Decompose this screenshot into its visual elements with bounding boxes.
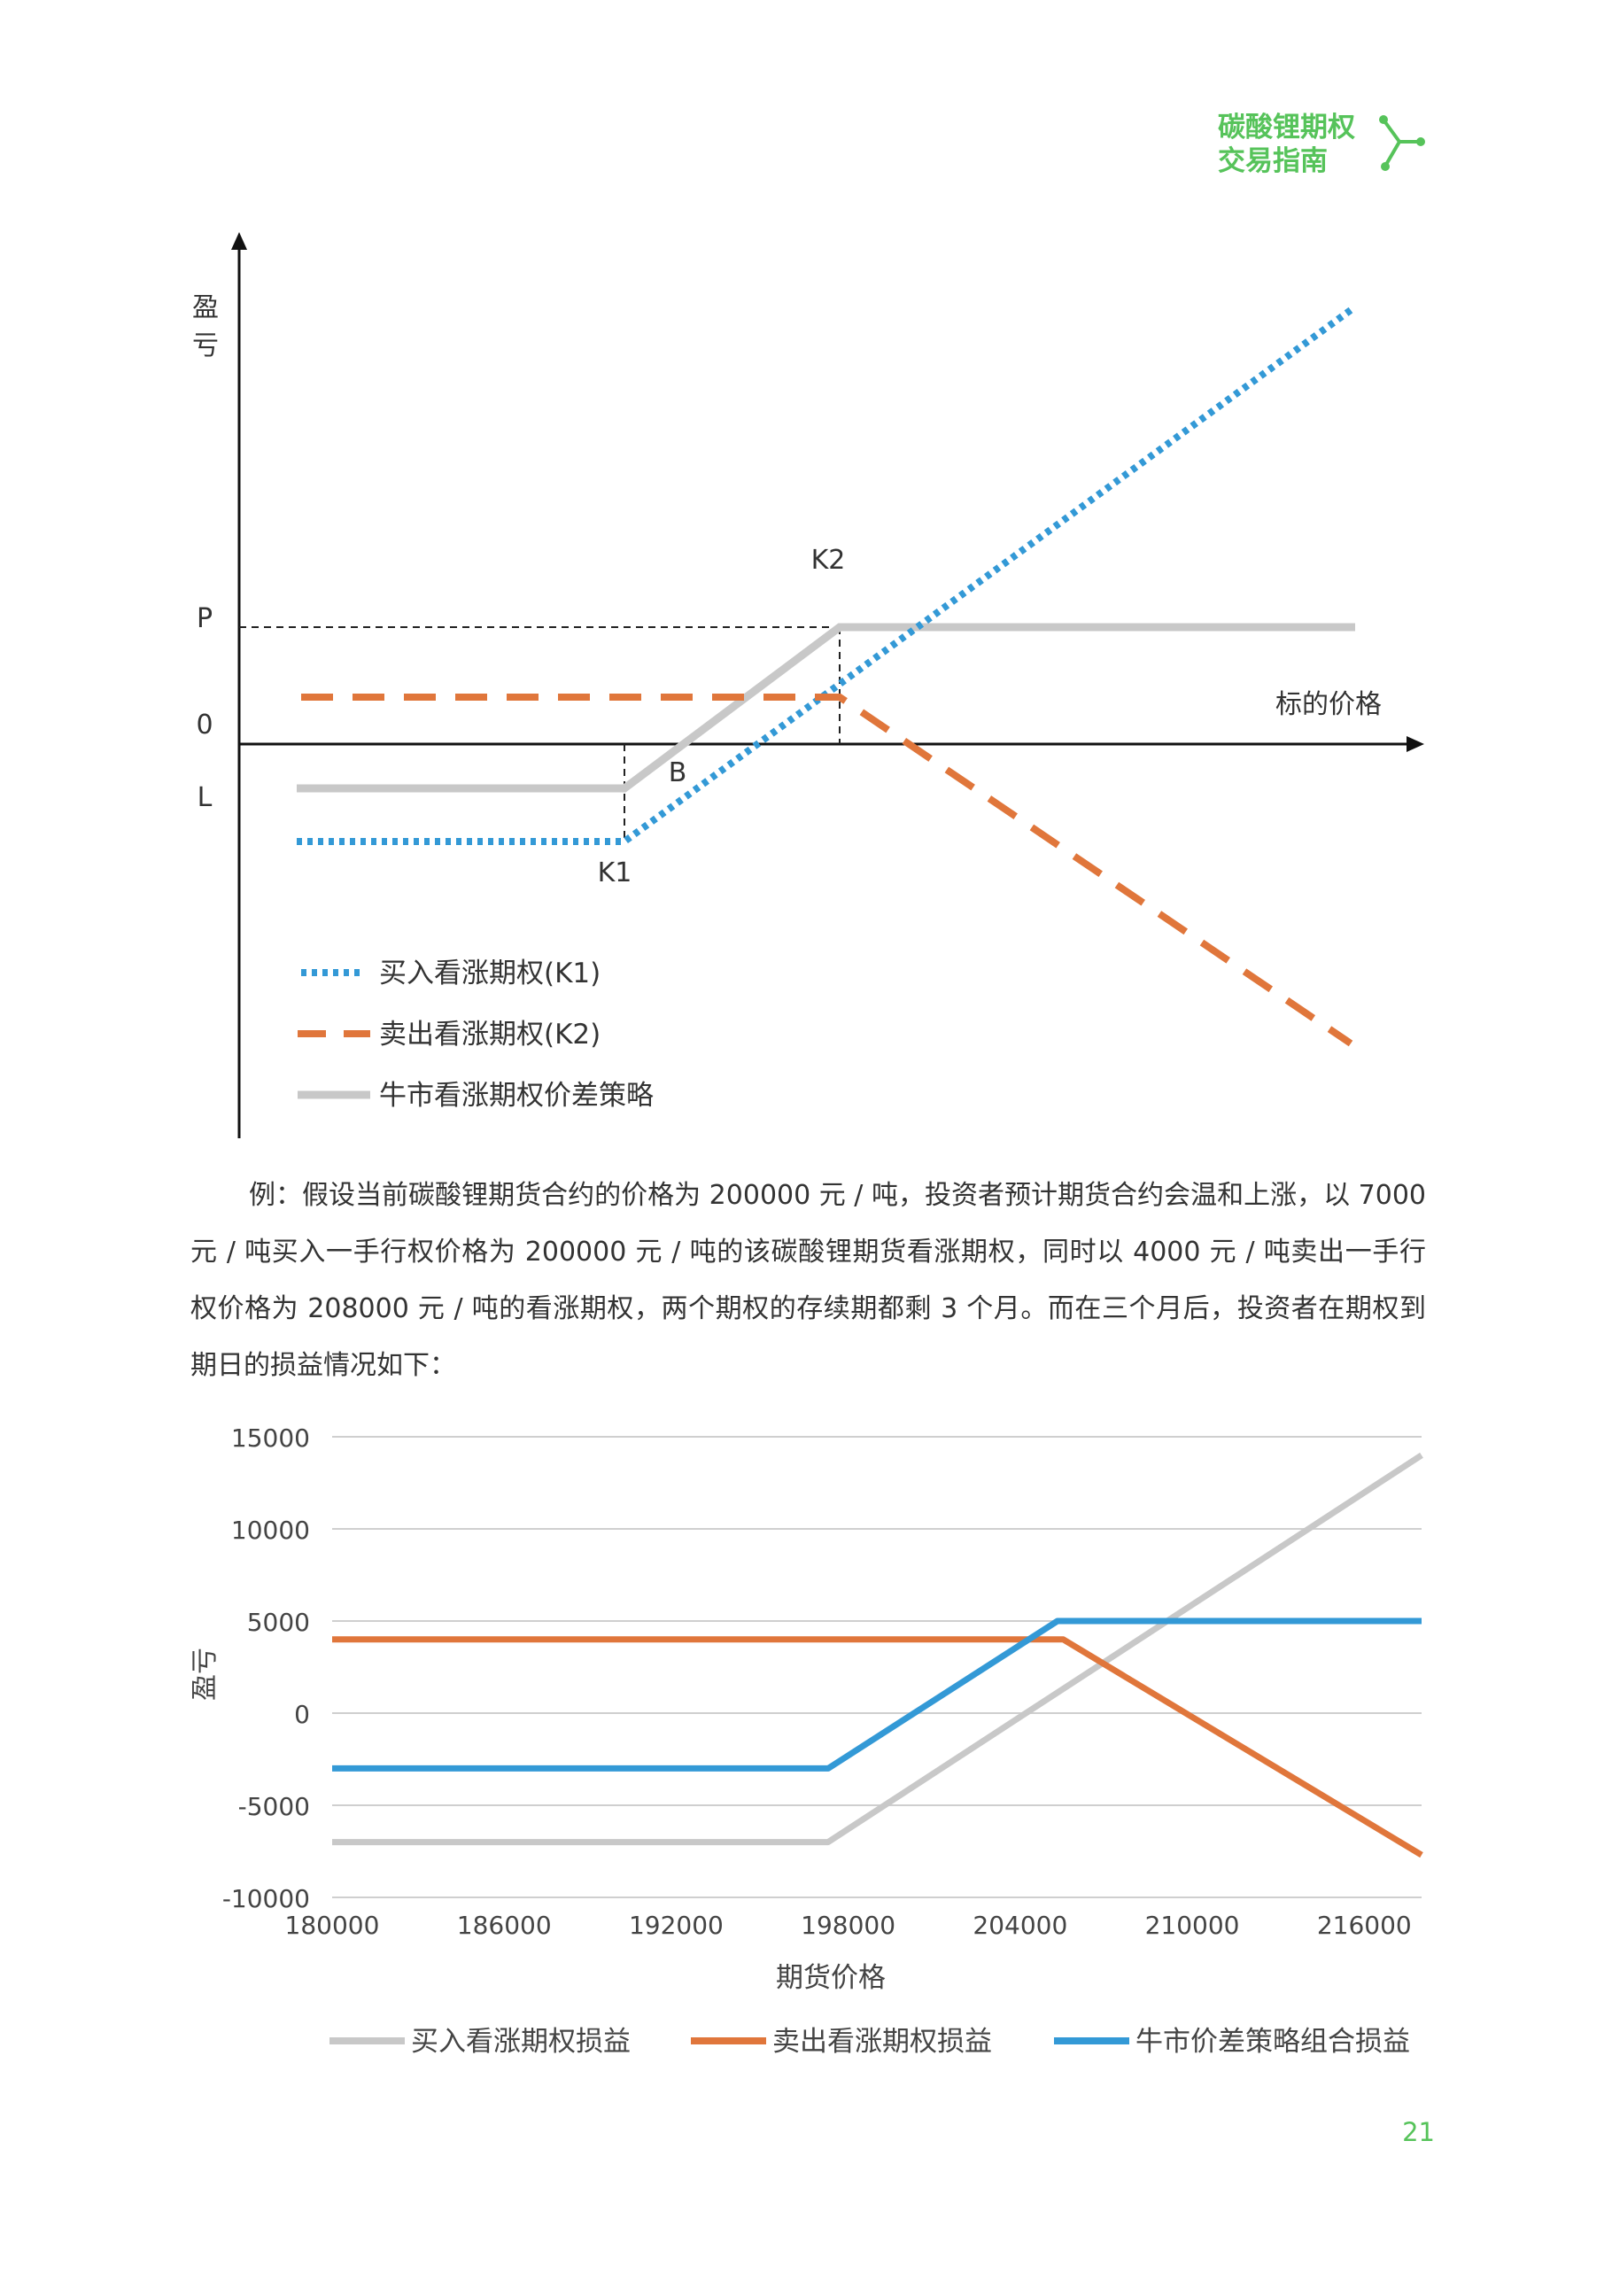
y-tick-label: 15000 [231,1423,310,1453]
y-axis-label-1: 盈 [192,292,219,323]
chart-legend: 买入看涨期权损益 卖出看涨期权损益 牛市价差策略组合损益 [329,2026,1410,2058]
chart-gridlines [332,1436,1422,1898]
diagram-legend: 买入看涨期权(K1) 卖出看涨期权(K2) 牛市看涨期权价差策略 [298,958,654,1112]
chart-x-ticks: 180000 186000 192000 198000 204000 210000 2160… [285,1911,1412,1940]
y-tick-label: 5000 [247,1608,310,1637]
chart-xlabel: 期货价格 [776,1962,886,1994]
series-line-2 [332,1617,1422,1772]
y-tick-label: -5000 [238,1792,310,1821]
sell-call-line [301,694,1353,1047]
x-axis-label: 标的价格 [1275,689,1382,720]
y-tick-label: 0 [294,1700,310,1729]
series-line-0 [332,1452,1423,1846]
x-tick-label: 210000 [1145,1911,1240,1940]
guide-title-line1: 碳酸锂期权 [1218,112,1355,144]
legend-label-bull-spread: 牛市看涨期权价差策略 [379,1080,654,1112]
x-tick-label: 198000 [801,1911,895,1940]
legend-label-0: 买入看涨期权损益 [411,2026,631,2058]
label-k2: K2 [811,545,846,576]
x-tick-label: 180000 [285,1911,380,1940]
y-axis-label-2: 亏 [192,330,219,361]
y-axis-arrow [231,232,247,250]
page-number: 21 [1402,2117,1435,2147]
chart-ylabel: 盈亏 [190,1648,221,1701]
guide-title: 碳酸锂期权 交易指南 [1218,111,1355,178]
buy-call-line [297,306,1353,845]
x-tick-label: 204000 [973,1911,1067,1940]
legend-label-2: 牛市价差策略组合损益 [1135,2026,1410,2058]
tick-0: 0 [196,710,213,741]
legend-label-buy-call: 买入看涨期权(K1) [379,958,601,989]
bull-spread-line [297,623,1355,793]
molecule-icon [1379,115,1425,171]
tick-l: L [198,782,213,813]
label-k1: K1 [598,857,632,888]
example-paragraph: 例：假设当前碳酸锂期货合约的价格为 200000 元 / 吨，投资者预计期货合约… [190,1180,1426,1381]
x-tick-label: 186000 [457,1911,552,1940]
legend-label-1: 卖出看涨期权损益 [772,2026,992,2058]
y-tick-label: 10000 [231,1516,310,1545]
chart-y-ticks: 15000 10000 5000 0 -5000 -10000 [222,1423,310,1913]
x-tick-label: 216000 [1317,1911,1412,1940]
x-tick-label: 192000 [629,1911,724,1940]
y-tick-label: -10000 [222,1884,310,1913]
guide-title-line2: 交易指南 [1218,145,1328,177]
series-line-1 [332,1636,1423,1858]
x-axis-arrow [1407,736,1424,752]
bull-spread-diagram: 盈 亏 标的价格 P 0 L K2 B K1 买入看涨期权(K1) 卖出看涨期权… [192,232,1424,1138]
chart-series [332,1452,1423,1858]
label-b: B [669,757,687,788]
legend-label-sell-call: 卖出看涨期权(K2) [379,1019,601,1051]
tick-p: P [197,603,213,634]
